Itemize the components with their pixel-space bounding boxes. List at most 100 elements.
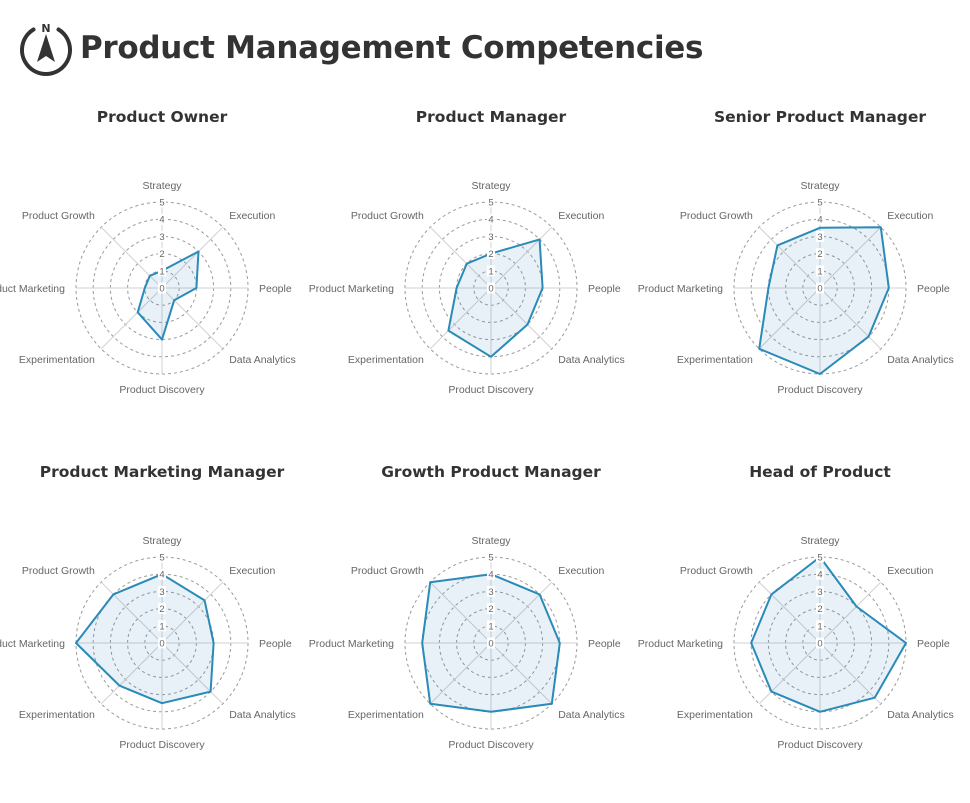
axis-label-product-marketing: Product Marketing [309,283,394,295]
tick-label: 5 [488,553,493,564]
radar-chart: 0 1 2 3 4 5 Strategy Execution People Data Analyt… [0,535,296,751]
tick-label-bg [816,585,824,597]
axis-label-product-marketing: Product Marketing [638,638,723,650]
axis-spoke [758,226,821,289]
tick-label-bg [816,265,824,277]
series-polygon [750,556,907,713]
tick-label: 0 [817,639,822,650]
axis-spoke [819,642,882,705]
radar-panel-senior-product-manager: Senior Product Manager 0 1 2 3 4 5 Strategy Exe… [638,108,970,448]
axis-spoke [429,226,492,289]
radar-panel-growth-product-manager: Growth Product Manager 0 1 2 3 4 5 Strategy Exe… [309,463,651,803]
tick-label-bg [487,230,495,242]
axis-spoke [161,581,224,644]
tick-label-bg [158,603,166,615]
page-header: N Product Management Competencies [18,20,704,76]
axis-spoke [161,642,224,705]
axis-label-strategy: Strategy [142,535,182,547]
radar-chart: 0 1 2 3 4 5 Strategy Execution People Data Analyt… [0,180,296,396]
tick-label-bg [816,196,824,208]
tick-label-bg [158,620,166,632]
tick-label-bg [158,637,166,649]
tick-label: 2 [488,249,493,260]
axis-label-experimentation: Experimentation [677,709,753,721]
tick-label-bg [816,213,824,225]
tick-label: 2 [488,604,493,615]
chart-title: Product Manager [415,108,567,126]
tick-label: 3 [817,587,822,598]
radar-panel-product-marketing-manager: Product Marketing Manager 0 1 2 3 4 5 Strategy… [0,463,322,803]
tick-label: 3 [488,232,493,243]
axis-label-product-growth: Product Growth [351,565,424,577]
tick-label-bg [487,248,495,260]
radar-chart: 0 1 2 3 4 5 Strategy Execution People Data Analyt… [309,180,625,396]
tick-label-bg [487,568,495,580]
tick-label-bg [487,282,495,294]
tick-label: 3 [817,232,822,243]
axis-label-product-discovery: Product Discovery [448,384,534,396]
axis-label-strategy: Strategy [800,535,840,547]
tick-label-bg [816,282,824,294]
axis-spoke [429,581,492,644]
axis-spoke [758,642,821,705]
tick-label: 0 [159,639,164,650]
axis-spoke [490,642,553,705]
axis-label-execution: Execution [229,210,275,222]
axis-label-strategy: Strategy [471,535,511,547]
tick-label: 4 [488,215,493,226]
axis-label-product-discovery: Product Discovery [119,739,205,751]
axis-label-product-growth: Product Growth [680,210,753,222]
axis-label-experimentation: Experimentation [348,709,424,721]
axis-label-product-marketing: Product Marketing [0,638,65,650]
tick-label: 0 [817,284,822,295]
tick-label-bg [158,568,166,580]
radar-panel-head-of-product: Head of Product 0 1 2 3 4 5 Strategy Execution P… [638,463,970,803]
axis-spoke [161,287,224,350]
axis-label-product-marketing: Product Marketing [309,638,394,650]
axis-label-product-growth: Product Growth [22,210,95,222]
series-polygon [447,238,544,358]
axis-spoke [429,642,492,705]
axis-label-product-discovery: Product Discovery [777,739,863,751]
tick-label: 1 [488,621,493,632]
axis-spoke [490,287,553,350]
tick-label: 0 [488,639,493,650]
axis-label-product-discovery: Product Discovery [119,384,205,396]
tick-label-bg [816,248,824,260]
radar-chart: 0 1 2 3 4 5 Strategy Execution People Data Analyt… [309,535,625,751]
tick-label: 3 [159,232,164,243]
axis-spoke [161,226,224,289]
tick-label: 5 [159,198,164,209]
axis-label-people: People [917,638,950,650]
tick-label: 4 [488,570,493,581]
tick-label-bg [816,637,824,649]
compass-letter: N [41,22,50,35]
tick-label: 2 [817,249,822,260]
tick-label-bg [158,265,166,277]
axis-label-execution: Execution [558,565,604,577]
tick-label-bg [487,585,495,597]
tick-label-bg [816,620,824,632]
compass-icon: N [20,22,72,76]
tick-label-bg [487,213,495,225]
axis-spoke [819,581,882,644]
tick-label: 4 [159,215,164,226]
tick-label: 5 [488,198,493,209]
axis-label-strategy: Strategy [800,180,840,192]
tick-label-bg [158,551,166,563]
tick-label: 5 [817,198,822,209]
chart-title: Product Marketing Manager [39,463,285,481]
tick-label-bg [158,196,166,208]
axis-label-data-analytics: Data Analytics [229,709,296,721]
axis-label-product-growth: Product Growth [680,565,753,577]
axis-label-data-analytics: Data Analytics [887,354,954,366]
axis-label-strategy: Strategy [142,180,182,192]
axis-spoke [758,581,821,644]
tick-label: 2 [817,604,822,615]
axis-label-data-analytics: Data Analytics [558,354,625,366]
axis-spoke [819,287,882,350]
axis-label-execution: Execution [558,210,604,222]
axis-label-people: People [259,283,292,295]
axis-spoke [100,642,163,705]
axis-spoke [758,287,821,350]
